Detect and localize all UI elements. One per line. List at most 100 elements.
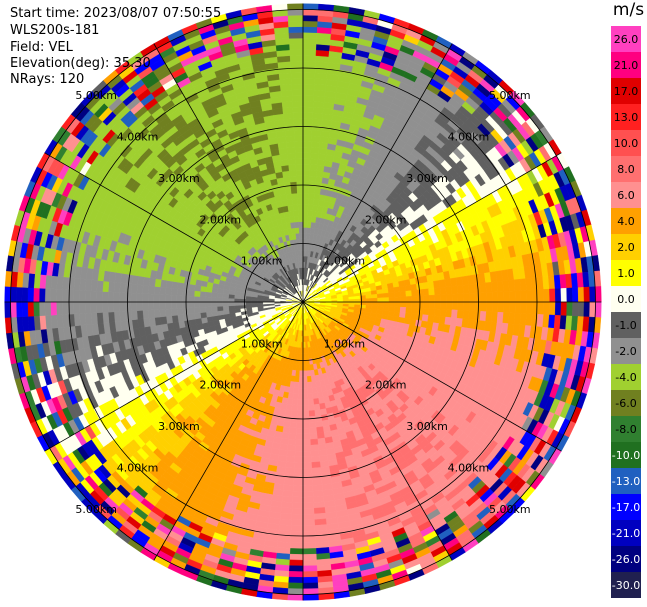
velocity-cell bbox=[302, 456, 312, 463]
velocity-cell bbox=[526, 301, 533, 315]
velocity-cell bbox=[302, 571, 318, 578]
velocity-cell bbox=[302, 387, 309, 395]
velocity-cell bbox=[4, 301, 11, 318]
velocity-cell bbox=[302, 542, 317, 549]
velocity-cell bbox=[90, 301, 97, 314]
velocity-cell bbox=[107, 281, 115, 293]
velocity-cell bbox=[296, 416, 304, 423]
velocity-cell bbox=[315, 426, 324, 434]
velocity-cell bbox=[171, 281, 179, 290]
velocity-cell bbox=[216, 297, 223, 303]
velocity-cell bbox=[290, 525, 304, 532]
velocity-cell bbox=[298, 370, 304, 377]
velocity-cell bbox=[280, 507, 293, 515]
velocity-cell bbox=[302, 175, 310, 182]
velocity-cell bbox=[302, 399, 309, 406]
velocity-cell bbox=[136, 310, 144, 320]
velocity-cell bbox=[142, 301, 149, 311]
velocity-cell bbox=[210, 301, 218, 308]
velocity-cell bbox=[308, 187, 316, 194]
velocity-cell bbox=[314, 187, 322, 195]
velocity-cell bbox=[299, 364, 304, 372]
velocity-cell bbox=[182, 289, 190, 297]
velocity-cell bbox=[383, 297, 390, 303]
velocity-cell bbox=[302, 353, 307, 360]
velocity-cell bbox=[440, 294, 447, 303]
velocity-cell bbox=[182, 307, 190, 315]
velocity-cell bbox=[113, 291, 120, 303]
velocity-cell bbox=[302, 129, 313, 137]
velocity-cell bbox=[296, 410, 304, 417]
velocity-cell bbox=[310, 444, 319, 452]
velocity-cell bbox=[286, 450, 296, 457]
velocity-cell bbox=[354, 295, 361, 300]
velocity-cell bbox=[287, 594, 304, 601]
velocity-cell bbox=[376, 293, 384, 299]
velocity-cell bbox=[293, 467, 304, 475]
velocity-cell bbox=[306, 364, 311, 371]
velocity-cell bbox=[38, 287, 46, 303]
velocity-cell bbox=[142, 284, 150, 295]
velocity-cell bbox=[177, 314, 185, 322]
velocity-cell bbox=[119, 311, 127, 322]
velocity-cell bbox=[445, 286, 453, 295]
velocity-cell bbox=[382, 288, 389, 294]
velocity-cell bbox=[309, 170, 318, 177]
velocity-cell bbox=[474, 292, 482, 303]
velocity-cell bbox=[147, 293, 155, 303]
velocity-cell bbox=[365, 294, 372, 299]
velocity-cell bbox=[311, 461, 321, 469]
velocity-cell bbox=[165, 308, 172, 317]
velocity-cell bbox=[411, 289, 418, 297]
velocity-cell bbox=[371, 293, 378, 299]
velocity-cell bbox=[417, 301, 424, 309]
velocity-cell bbox=[302, 192, 309, 200]
velocity-cell bbox=[439, 308, 447, 318]
velocity-cell bbox=[288, 433, 297, 440]
velocity-cell bbox=[309, 175, 317, 183]
velocity-cell bbox=[400, 301, 407, 308]
velocity-cell bbox=[554, 288, 562, 303]
velocity-cell bbox=[147, 301, 155, 311]
velocity-cell bbox=[302, 164, 311, 171]
velocity-cell bbox=[549, 288, 556, 303]
velocity-cell bbox=[543, 301, 550, 316]
velocity-cell bbox=[463, 301, 470, 311]
velocity-cell bbox=[595, 301, 602, 318]
velocity-cell bbox=[433, 315, 441, 324]
velocity-cell bbox=[309, 164, 318, 171]
velocity-cell bbox=[96, 312, 104, 324]
velocity-cell bbox=[294, 462, 304, 469]
velocity-cell bbox=[182, 295, 189, 303]
velocity-cell bbox=[479, 311, 487, 322]
velocity-cell bbox=[107, 301, 115, 313]
velocity-cell bbox=[513, 312, 521, 326]
velocity-cell bbox=[312, 495, 325, 503]
velocity-cell bbox=[508, 312, 516, 325]
velocity-cell bbox=[159, 286, 167, 296]
velocity-cell bbox=[282, 426, 291, 434]
velocity-cell bbox=[297, 387, 304, 395]
velocity-cell bbox=[21, 287, 29, 303]
velocity-cell bbox=[311, 129, 322, 137]
velocity-cell bbox=[222, 309, 230, 315]
velocity-cell bbox=[377, 297, 384, 303]
velocity-cell bbox=[302, 123, 313, 131]
velocity-cell bbox=[312, 106, 324, 114]
velocity-cell bbox=[315, 420, 323, 428]
velocity-cell bbox=[302, 513, 315, 521]
velocity-cell bbox=[434, 308, 441, 317]
velocity-cell bbox=[354, 298, 361, 303]
velocity-cell bbox=[462, 310, 470, 320]
velocity-cell bbox=[537, 289, 545, 303]
velocity-cell bbox=[462, 284, 470, 294]
velocity-cell bbox=[302, 445, 312, 452]
velocity-cell bbox=[285, 461, 295, 469]
velocity-cell bbox=[298, 382, 304, 389]
velocity-cell bbox=[314, 409, 322, 417]
velocity-cell bbox=[410, 313, 418, 321]
velocity-cell bbox=[305, 353, 310, 360]
velocity-cell bbox=[188, 307, 195, 315]
velocity-cell bbox=[566, 287, 573, 303]
velocity-cell bbox=[84, 290, 92, 303]
